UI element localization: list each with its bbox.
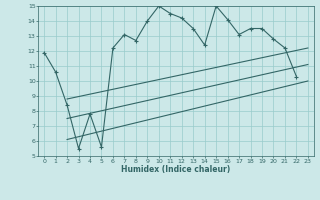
X-axis label: Humidex (Indice chaleur): Humidex (Indice chaleur)	[121, 165, 231, 174]
